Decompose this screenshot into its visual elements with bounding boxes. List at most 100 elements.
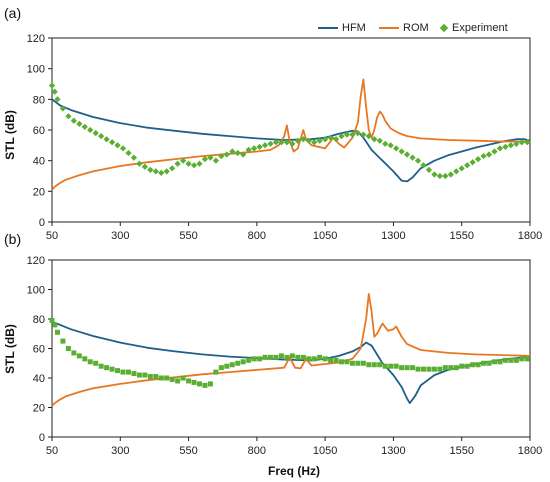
experiment-point	[71, 350, 77, 356]
experiment-point	[223, 151, 230, 158]
experiment-point	[70, 117, 77, 124]
experiment-point	[317, 354, 323, 360]
experiment-point	[234, 149, 241, 157]
experiment-point	[213, 369, 219, 375]
x-tick-label: 1050	[313, 445, 337, 457]
experiment-point	[486, 360, 492, 366]
experiment-point	[382, 140, 389, 147]
series-rom-line	[51, 293, 531, 407]
experiment-point	[141, 163, 148, 170]
y-tick-label: 40	[33, 156, 45, 168]
experiment-point	[425, 166, 433, 174]
experiment-point	[339, 359, 345, 365]
experiment-point	[485, 151, 493, 158]
experiment-point	[262, 354, 268, 360]
experiment-point	[202, 382, 208, 388]
y-axis-label: STL (dB)	[3, 324, 17, 374]
experiment-point	[125, 369, 131, 375]
experiment-point	[158, 375, 164, 381]
experiment-point	[311, 356, 317, 362]
experiment-point	[212, 157, 220, 164]
x-tick-labels: 50 300 550 800 1050 1300 1550 1800	[46, 437, 542, 457]
experiment-point	[169, 376, 175, 382]
panel-b-label: (b)	[4, 231, 21, 247]
experiment-point	[393, 363, 399, 369]
experiment-point	[174, 160, 181, 167]
y-tick-label: 40	[33, 373, 45, 385]
experiment-point	[431, 366, 437, 372]
experiment-point	[76, 120, 83, 127]
experiment-point	[240, 359, 246, 365]
legend-hfm-label: HFM	[342, 22, 366, 34]
experiment-point	[52, 322, 58, 328]
plot-area	[49, 259, 531, 438]
experiment-point	[354, 129, 362, 137]
experiment-point	[125, 149, 132, 157]
experiment-point	[464, 162, 471, 169]
y-tick-label: 60	[33, 344, 45, 356]
x-tick-label: 1800	[518, 230, 542, 242]
experiment-point	[398, 148, 405, 155]
experiment-point	[169, 165, 176, 172]
x-tick-label: 1550	[449, 445, 473, 457]
experiment-point	[81, 123, 88, 131]
experiment-point	[207, 154, 214, 161]
experiment-point	[158, 169, 165, 177]
experiment-point	[502, 143, 509, 150]
experiment-point	[409, 154, 416, 161]
experiment-point	[93, 360, 99, 366]
experiment-point	[414, 157, 422, 164]
y-tick-label: 100	[27, 64, 45, 76]
legend: HFM ROM Experiment	[318, 22, 508, 34]
experiment-point	[502, 357, 508, 363]
experiment-point	[448, 365, 454, 371]
experiment-point	[518, 139, 525, 146]
panel-b: (b) STL (dB) 0 20 40 60 80 100 120 50 300 550 800…	[3, 231, 542, 478]
experiment-point	[235, 360, 241, 366]
y-tick-label: 80	[33, 94, 45, 106]
experiment-point	[256, 143, 263, 150]
experiment-point	[115, 368, 121, 374]
experiment-point	[87, 359, 93, 365]
y-tick-label: 100	[27, 285, 45, 297]
experiment-point	[420, 366, 426, 372]
experiment-point	[524, 356, 530, 362]
experiment-point	[464, 363, 470, 369]
panel-a-label: (a)	[4, 5, 21, 21]
experiment-point	[420, 162, 427, 169]
experiment-point	[491, 148, 498, 155]
experiment-point	[48, 82, 56, 89]
y-tick-label: 0	[39, 217, 45, 229]
experiment-point	[49, 317, 55, 323]
experiment-point	[59, 105, 67, 112]
experiment-point	[82, 356, 88, 362]
experiment-point	[284, 354, 290, 360]
experiment-point	[175, 378, 181, 384]
experiment-point	[114, 142, 121, 149]
experiment-point	[131, 371, 137, 377]
experiment-point	[186, 378, 192, 384]
x-tick-label: 50	[46, 230, 58, 242]
experiment-point	[229, 148, 236, 155]
experiment-point	[65, 113, 72, 120]
experiment-point	[104, 365, 110, 371]
experiment-point	[366, 362, 372, 368]
y-tick-label: 60	[33, 125, 45, 137]
experiment-point	[142, 372, 148, 378]
experiment-point	[332, 136, 340, 143]
y-tick-label: 80	[33, 314, 45, 326]
legend-experiment-marker	[439, 23, 449, 33]
experiment-point	[65, 346, 71, 351]
experiment-point	[410, 365, 416, 371]
experiment-point	[459, 363, 465, 369]
y-tick-label: 0	[39, 432, 45, 444]
experiment-point	[508, 357, 514, 363]
legend-rom-label: ROM	[403, 22, 429, 34]
experiment-point	[437, 366, 443, 372]
x-tick-label: 300	[111, 230, 129, 242]
experiment-point	[453, 168, 460, 175]
experiment-point	[120, 369, 126, 375]
experiment-point	[76, 353, 82, 359]
experiment-point	[349, 131, 356, 138]
x-tick-label: 50	[46, 445, 58, 457]
